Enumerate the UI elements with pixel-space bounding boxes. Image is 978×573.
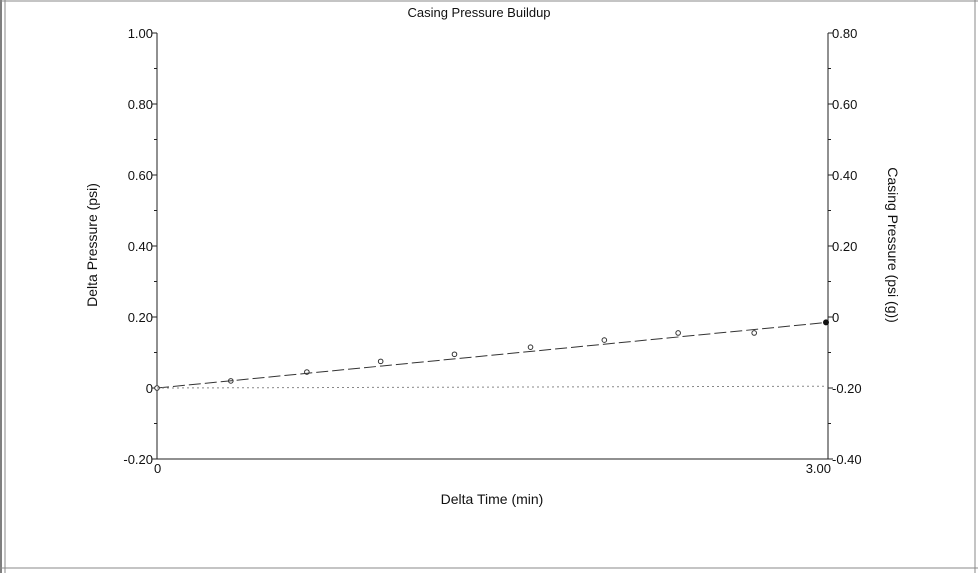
data-point: [751, 330, 757, 336]
y2-tick-label: 0.80: [832, 26, 857, 41]
y2-tick-label: -0.20: [832, 381, 862, 396]
y2-tick-label: 0.40: [832, 168, 857, 183]
tick-labels: 1.000.800.600.400.200-0.200.800.600.400.…: [123, 26, 861, 476]
y-tick-label: 0.40: [128, 239, 153, 254]
data-point: [675, 330, 681, 336]
end-marker: [823, 319, 829, 326]
axis-ticks: [152, 32, 833, 460]
y-tick-label: 1.00: [128, 26, 153, 41]
x-axis-title: Delta Time (min): [441, 491, 544, 507]
y-axis-title: Delta Pressure (psi): [84, 183, 100, 307]
y-tick-label: 0.80: [128, 97, 153, 112]
y2-tick-label: 0.60: [832, 97, 857, 112]
baseline-dotted-line: [156, 385, 829, 389]
y2-tick-label: -0.40: [832, 452, 862, 467]
x-tick-label: 3.00: [806, 461, 831, 476]
y-tick-label: 0: [146, 381, 153, 396]
y-tick-label: 0.20: [128, 310, 153, 325]
data-point: [451, 351, 458, 358]
data-point: [527, 344, 534, 350]
trend-line: [156, 321, 829, 389]
data-point: [601, 337, 608, 343]
y2-tick-label: 0.20: [832, 239, 857, 254]
data-point: [377, 358, 384, 365]
y2-axis-title: Casing Pressure (psi (g)): [885, 167, 901, 323]
y-tick-label: -0.20: [123, 452, 153, 467]
data-series: [154, 319, 829, 391]
y2-tick-label: 0: [832, 310, 839, 325]
y-tick-label: 0.60: [128, 168, 153, 183]
x-tick-label: 0: [154, 461, 161, 476]
chart-title: Casing Pressure Buildup: [407, 5, 550, 20]
